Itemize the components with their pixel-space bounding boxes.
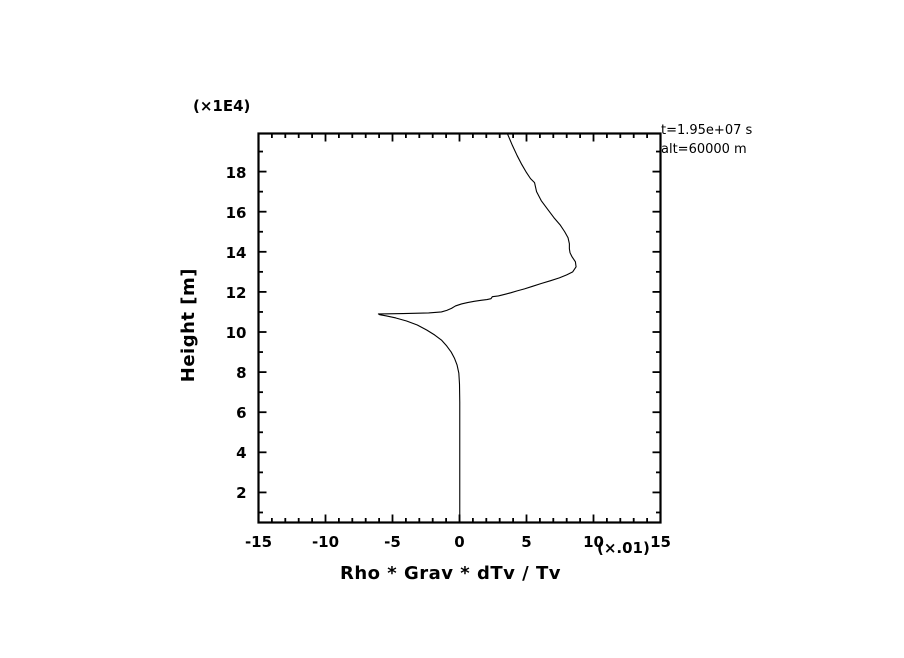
y-tick-label: 14 <box>225 243 247 262</box>
x-tick-label: 0 <box>454 532 465 551</box>
y-tick-label: 2 <box>236 484 247 503</box>
y-axis-multiplier-label: (×1E4) <box>193 97 251 115</box>
x-axis-title: Rho * Grav * dTv / Tv <box>340 563 561 584</box>
annotation-altitude: alt=60000 m <box>661 142 747 157</box>
data-series-line <box>377 133 577 523</box>
y-tick-label: 16 <box>225 203 247 222</box>
y-tick-label: 8 <box>236 364 247 383</box>
y-axis-title: Height [m] <box>178 268 199 383</box>
x-axis-multiplier-label: (×.01) <box>597 539 650 557</box>
x-tick-label: 10 <box>583 532 604 551</box>
x-tick-label: 5 <box>521 532 532 551</box>
y-tick-label: 10 <box>225 324 247 342</box>
x-tick-label: -10 <box>311 532 340 551</box>
y-tick-label: 18 <box>225 163 247 182</box>
tick-marks <box>257 133 662 523</box>
y-tick-label: 4 <box>236 444 247 463</box>
series-polyline <box>377 133 577 523</box>
x-tick-label: -5 <box>384 532 401 551</box>
x-tick-label: -15 <box>244 532 273 551</box>
annotation-time: t=1.95e+07 s <box>661 123 753 138</box>
y-tick-label: 12 <box>225 283 247 302</box>
y-tick-label: 6 <box>236 404 247 423</box>
x-tick-label: 15 <box>650 532 671 551</box>
